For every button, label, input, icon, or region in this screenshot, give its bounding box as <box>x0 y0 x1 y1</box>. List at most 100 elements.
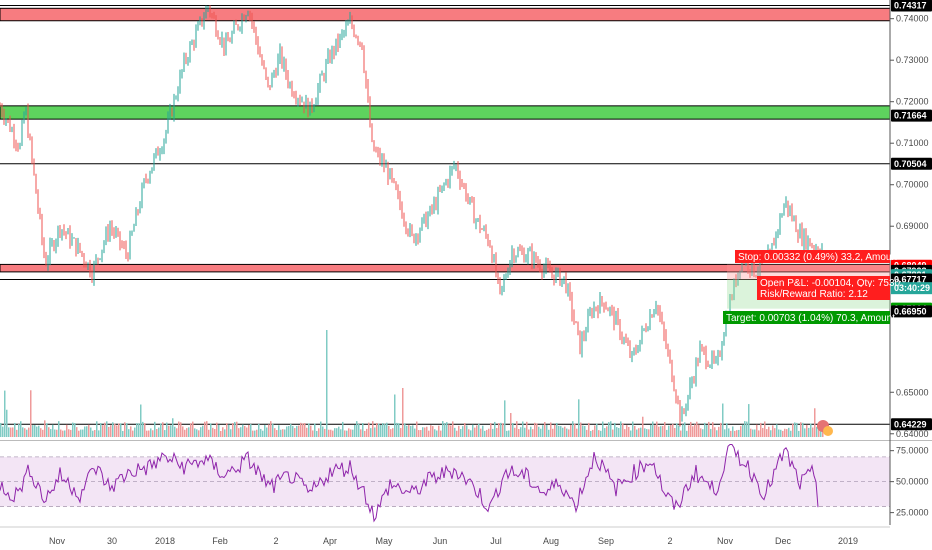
volume-bar <box>376 423 378 437</box>
volume-bar <box>78 430 80 437</box>
volume-bar <box>474 427 476 437</box>
volume-bar <box>158 427 160 437</box>
volume-bar <box>206 421 208 437</box>
volume-bar <box>778 429 780 437</box>
price-zone[interactable] <box>0 105 891 120</box>
volume-bar <box>714 427 716 437</box>
volume-bar <box>518 429 520 437</box>
volume-bar <box>304 423 306 437</box>
volume-bar <box>566 428 568 437</box>
volume-bar <box>540 428 542 437</box>
volume-bar <box>680 430 682 437</box>
volume-bar <box>688 425 690 437</box>
volume-bar <box>726 423 728 437</box>
open-pnl-annotation[interactable] <box>757 276 890 289</box>
volume-bar <box>162 422 164 437</box>
volume-bar <box>614 422 616 437</box>
volume-bar <box>552 428 554 437</box>
volume-bar <box>250 424 252 437</box>
volume-bar <box>468 429 470 437</box>
volume-bar <box>352 429 354 437</box>
volume-bar <box>306 427 308 437</box>
volume-bar <box>282 429 284 437</box>
volume-bar <box>72 422 74 437</box>
volume-bar <box>384 423 386 437</box>
volume-bar <box>748 404 750 437</box>
volume-bar <box>208 429 210 437</box>
volume-bar <box>104 422 106 437</box>
volume-bar <box>666 429 668 437</box>
volume-bar <box>572 421 574 437</box>
position-annotations[interactable]: Stop: 0.00332 (0.49%) 33.2, Amoun Open P&… <box>723 250 901 324</box>
price-axis[interactable]: 0.74000 0.73000 0.72000 0.71000 0.70000 0.690… <box>889 0 932 525</box>
price-panel[interactable] <box>0 5 891 427</box>
x-tick-label: Nov <box>717 536 734 546</box>
volume-bar <box>114 423 116 437</box>
volume-bar <box>542 425 544 437</box>
volume-bar <box>106 421 108 437</box>
y-tick-label: 0.65000 <box>896 387 929 397</box>
volume-bar <box>550 422 552 437</box>
volume-bar <box>496 428 498 437</box>
target-annotation[interactable] <box>723 311 890 324</box>
volume-bar <box>296 426 298 437</box>
volume-bar <box>486 429 488 437</box>
price-tag-label: 0.67717 <box>894 274 927 284</box>
price-tag[interactable] <box>891 0 932 12</box>
volume-bar <box>634 425 636 437</box>
rsi-line[interactable] <box>0 444 819 523</box>
volume-bar <box>422 427 424 437</box>
volume-bar <box>658 426 660 437</box>
volume-bar <box>424 427 426 437</box>
volume-bar <box>466 425 468 437</box>
price-zone[interactable] <box>0 7 891 22</box>
price-tag-label: 0.70504 <box>894 159 927 169</box>
volume-bar <box>156 428 158 437</box>
stop-annotation[interactable] <box>735 250 890 263</box>
volume-bar <box>744 421 746 437</box>
volume-bar <box>288 426 290 437</box>
volume-bar <box>734 430 736 437</box>
volume-bar <box>40 428 42 437</box>
volume-bar <box>154 421 156 437</box>
volume-bar <box>796 422 798 437</box>
volume-bar <box>216 422 218 437</box>
volume-bar <box>490 423 492 437</box>
rsi-panel[interactable] <box>0 440 932 523</box>
volume-bar <box>294 428 296 437</box>
volume-bar <box>816 426 818 437</box>
volume-bar <box>412 425 414 437</box>
volume-bar <box>488 428 490 437</box>
volume-bar <box>144 423 146 437</box>
volume-bar <box>568 429 570 437</box>
price-tag[interactable] <box>891 157 932 170</box>
volume-bar <box>660 426 662 437</box>
volume-bar <box>504 400 506 437</box>
volume-bar <box>686 430 688 437</box>
volume-bar <box>436 430 438 437</box>
volume-bar <box>342 421 344 437</box>
event-alert-icon[interactable] <box>823 426 833 436</box>
volume-bar <box>648 429 650 437</box>
price-tag[interactable] <box>891 109 932 122</box>
volume-bar <box>398 423 400 437</box>
volume-bar <box>586 429 588 437</box>
volume-bar <box>582 425 584 437</box>
volume-bar <box>668 425 670 437</box>
volume-bar <box>174 426 176 437</box>
time-axis[interactable]: Nov 30 2018 Feb 2 Apr May Jun Jul Aug Sep 2 Nov Dec 20… <box>0 526 890 546</box>
volume-bar <box>374 427 376 437</box>
volume-bar <box>472 424 474 437</box>
price-tag[interactable] <box>891 305 932 318</box>
volume-bar <box>512 422 514 437</box>
risk-reward-annotation[interactable] <box>757 287 890 300</box>
volume-bar <box>364 430 366 437</box>
volume-bar <box>378 423 380 437</box>
volume-bar <box>232 423 234 437</box>
price-tag[interactable] <box>891 418 932 431</box>
volume-bar <box>182 426 184 437</box>
economic-event-icons[interactable] <box>817 420 833 436</box>
countdown-tag <box>891 282 932 295</box>
volume-bar <box>812 427 814 437</box>
